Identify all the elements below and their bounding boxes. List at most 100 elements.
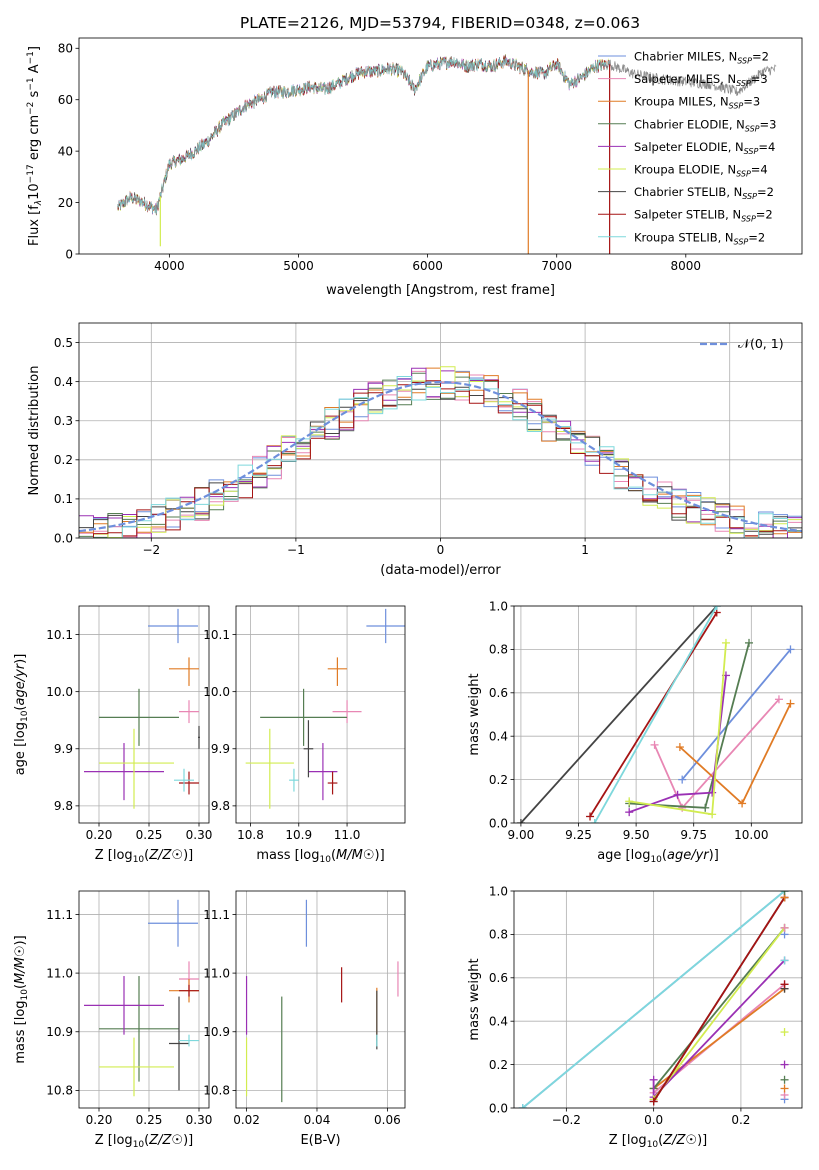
y-axis-label: mass [log10(M/M☉)] <box>13 935 30 1063</box>
panel-massweight_vs_age: 9.00 9.25 9.50 9.75 10.00 0.0 0.2 0.4 0.6 0.8 1.0 a… <box>467 599 803 865</box>
x-tick-label: 0.30 <box>186 828 213 842</box>
plus-marker <box>675 743 684 752</box>
y-tick-label: 10.1 <box>46 628 73 642</box>
x-tick-label: 0 <box>437 543 445 557</box>
mass-weight-line-3 <box>652 927 786 1090</box>
plus-marker <box>721 638 730 647</box>
axes-frame <box>235 890 406 1109</box>
plus-marker <box>745 638 754 647</box>
errorbar-point-7 <box>179 771 199 795</box>
panel-residuals: −2 −1 0 1 2 0.0 0.1 0.2 0.3 0.4 0.5 𝒩(0, 1) (data-mo… <box>27 322 803 578</box>
model-spectrum-4 <box>117 54 609 215</box>
plus-marker <box>650 740 659 749</box>
axes-frame <box>78 605 210 824</box>
y-tick-label: 0.3 <box>54 414 73 428</box>
plus-marker <box>780 1084 789 1093</box>
plus-marker <box>649 1075 658 1084</box>
plus-marker <box>786 645 795 654</box>
axes-frame <box>513 605 803 824</box>
y-tick-label: 0.5 <box>54 336 73 350</box>
panel-massweight_vs_Z: −0.2 0.0 0.2 0.0 0.2 0.4 0.6 0.8 1.0 Z [log10(Z/Z… <box>467 884 803 1150</box>
plus-marker <box>774 695 783 704</box>
y-tick-label: 10.8 <box>46 1084 73 1098</box>
panel-age_vs_mass: 10.8 10.9 11.0 9.8 9.9 10.0 10.1 mass [log10(M/… <box>203 605 406 865</box>
histogram-5 <box>79 366 802 538</box>
plus-marker <box>625 797 634 806</box>
legend-entry: Kroupa MILES, NSSP=3 <box>634 95 760 111</box>
legend-entry: Kroupa ELODIE, NSSP=4 <box>634 163 768 179</box>
y-axis-label: mass weight <box>467 958 482 1040</box>
y-tick-label: 10.8 <box>203 1084 230 1098</box>
mass-weight-line-7 <box>589 612 718 817</box>
errorbar-point-0 <box>366 608 405 644</box>
y-tick-label: 40 <box>58 144 73 158</box>
errorbar-point-5 <box>245 728 294 809</box>
panel-age_vs_Z: 0.20 0.25 0.30 9.8 9.9 10.0 10.1 Z [log10(Z/Z☉)… <box>13 605 213 865</box>
errorbar-point-7 <box>327 771 338 795</box>
errorbar-point-7 <box>179 984 199 997</box>
errorbar-point-5 <box>99 728 174 809</box>
x-tick-label: 0.0 <box>644 1113 663 1127</box>
errorbar-point-4 <box>84 743 164 801</box>
plus-marker <box>780 1028 789 1037</box>
y-tick-label: 0.8 <box>489 643 508 657</box>
y-tick-label: 0.0 <box>489 816 508 830</box>
x-axis-label: age [log10(age/yr)] <box>597 848 719 865</box>
errorbar-point-3 <box>99 688 179 746</box>
y-axis-label: Flux [fλ10−17 erg cm−2 s−1 A−1] <box>26 46 44 246</box>
plus-marker <box>786 699 795 708</box>
axes-frame <box>78 37 803 255</box>
model-spectrum-1 <box>117 54 609 215</box>
histogram-8 <box>79 376 802 538</box>
x-tick-label: 4000 <box>154 259 185 273</box>
plus-marker <box>673 790 682 799</box>
y-tick-label: 10.9 <box>203 1025 230 1039</box>
errorbar-point-1 <box>332 700 362 724</box>
x-axis-label: Z [log10(Z/Z☉)] <box>95 848 193 865</box>
legend-entry: Salpeter ELODIE, NSSP=4 <box>634 140 775 156</box>
x-tick-label: 8000 <box>671 259 702 273</box>
mass-weight-line-4 <box>652 959 786 1100</box>
x-tick-label: 7000 <box>541 259 572 273</box>
errorbar-point-4 <box>84 976 164 1035</box>
plot-area-age_vs_Z <box>84 608 200 809</box>
plus-marker <box>518 1104 527 1108</box>
model-spectrum-7 <box>117 55 609 216</box>
y-tick-label: 9.9 <box>54 742 73 756</box>
x-axis-label: Z [log10(Z/Z☉)] <box>95 1133 193 1150</box>
y-tick-label: 9.9 <box>211 742 230 756</box>
y-tick-label: 9.8 <box>54 799 73 813</box>
x-tick-label: 10.00 <box>734 828 768 842</box>
plus-marker <box>590 819 599 823</box>
y-axis-label: mass weight <box>467 673 482 755</box>
plus-marker <box>708 810 717 819</box>
plot-area-massweight_vs_age <box>516 606 795 823</box>
plus-marker <box>712 606 721 610</box>
y-tick-label: 0.8 <box>489 928 508 942</box>
y-tick-label: 20 <box>58 196 73 210</box>
x-tick-label: 5000 <box>283 259 314 273</box>
x-tick-label: 0.25 <box>136 1113 163 1127</box>
x-tick-label: 11.0 <box>334 828 361 842</box>
mass-weight-line-0 <box>681 648 792 781</box>
panel-spectrum: 4000 5000 6000 7000 8000 0 20 40 60 80 Chabrier MI… <box>26 37 803 298</box>
errorbar-point-1 <box>179 700 199 724</box>
plus-marker <box>649 1097 658 1106</box>
errorbar-point-6 <box>303 720 314 778</box>
plus-marker <box>586 812 595 821</box>
y-tick-label: 11.1 <box>203 908 230 922</box>
x-axis-label: E(B-V) <box>300 1133 340 1148</box>
x-tick-label: 2 <box>726 543 734 557</box>
plus-marker <box>701 803 710 812</box>
legend-entry: Chabrier MILES, NSSP=2 <box>634 50 769 66</box>
normal-reference-curve <box>79 380 802 533</box>
axes-frame <box>235 605 406 824</box>
mass-weight-line-5 <box>652 927 786 1100</box>
x-tick-label: 0.30 <box>186 1113 213 1127</box>
plus-marker <box>708 788 717 797</box>
x-tick-label: 0.25 <box>136 828 163 842</box>
errorbar-point-2 <box>327 657 348 686</box>
mass-weight-line-7 <box>652 897 786 1102</box>
axes-frame <box>78 890 210 1109</box>
errorbar-point-0 <box>148 608 198 644</box>
